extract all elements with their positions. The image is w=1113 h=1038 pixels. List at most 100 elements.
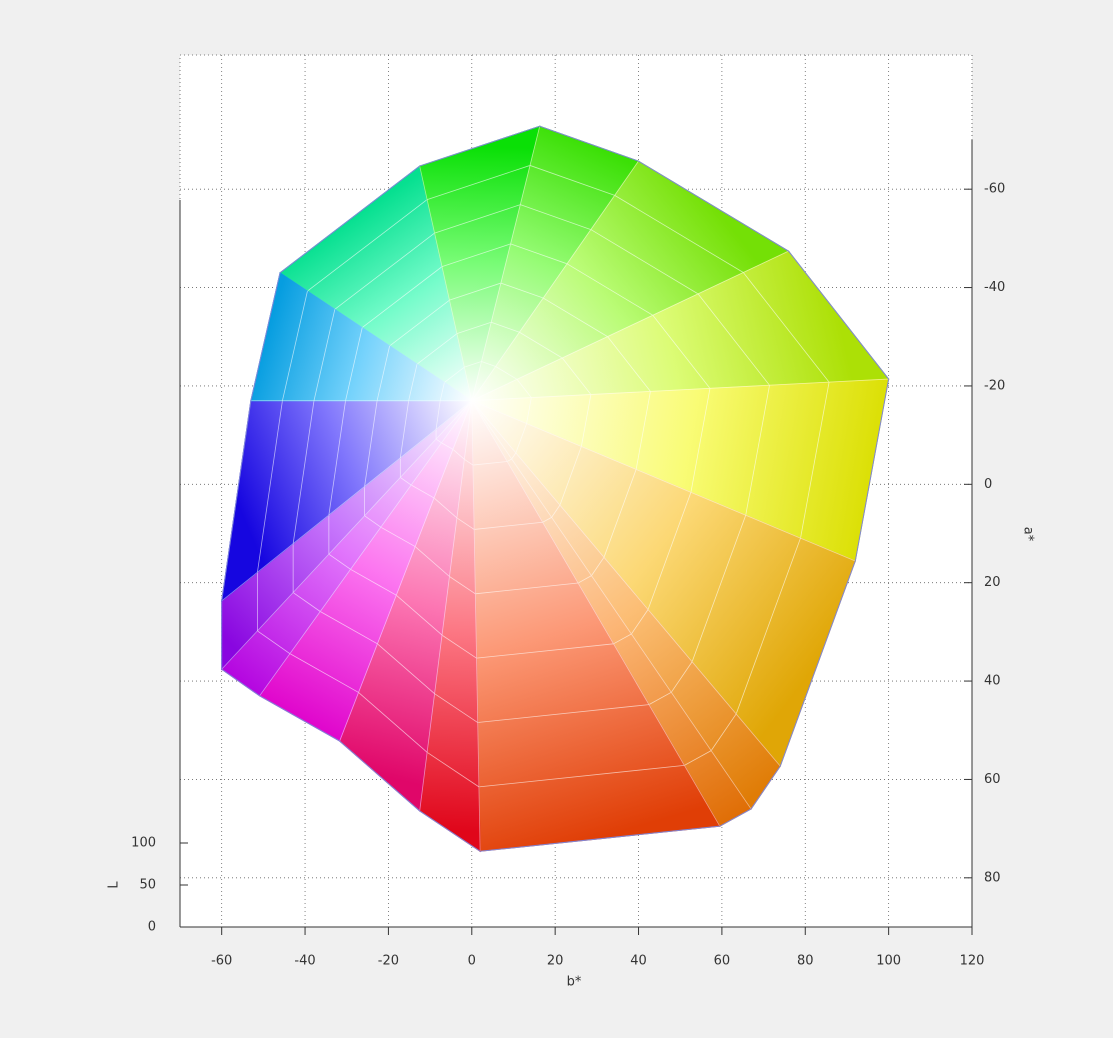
- y-axis-label: a*: [1021, 527, 1036, 542]
- y-tick-label: -20: [984, 378, 1005, 393]
- mesh-line: [603, 469, 637, 558]
- mesh-line: [307, 199, 428, 292]
- mesh-line: [364, 515, 382, 528]
- mesh-line: [313, 309, 336, 401]
- z-tick-label: 50: [139, 878, 156, 893]
- mesh-line: [464, 361, 482, 368]
- mesh-line: [635, 391, 651, 470]
- mesh-line: [477, 704, 649, 723]
- mesh-line: [427, 165, 531, 200]
- mesh-line: [456, 517, 475, 530]
- mesh-line: [328, 400, 346, 516]
- mesh-line: [292, 592, 321, 612]
- mesh-line: [745, 385, 770, 516]
- mesh-line: [684, 750, 712, 766]
- mesh-line: [510, 243, 568, 265]
- mesh-line: [743, 272, 830, 383]
- mesh-line: [449, 282, 502, 301]
- z-axis-label: L: [107, 881, 122, 889]
- mesh-line: [320, 611, 378, 645]
- mesh-line: [690, 388, 711, 493]
- mesh-line: [542, 516, 552, 523]
- z-tick-label: 0: [148, 920, 156, 935]
- mesh-line: [419, 400, 473, 811]
- mesh-line: [500, 282, 544, 299]
- mesh-line: [414, 546, 450, 577]
- mesh-line: [471, 400, 752, 810]
- mesh-line: [435, 400, 441, 430]
- mesh-line: [691, 515, 747, 662]
- y-tick-label: -40: [984, 280, 1005, 295]
- mesh-line: [543, 297, 608, 337]
- mesh-line: [614, 195, 744, 273]
- x-tick-label: -60: [211, 954, 232, 969]
- mesh-line: [519, 331, 563, 359]
- mesh-line: [475, 582, 579, 595]
- mesh-line: [449, 576, 476, 595]
- mesh-line: [607, 336, 651, 392]
- mesh-line: [396, 594, 443, 636]
- mesh-line: [471, 400, 781, 767]
- x-tick-label: 60: [714, 954, 731, 969]
- mesh-line: [648, 691, 672, 705]
- mesh-line: [433, 497, 458, 519]
- mesh-line: [364, 400, 378, 487]
- mesh-line: [441, 243, 511, 268]
- mesh-line: [495, 366, 518, 380]
- mesh-line: [380, 526, 416, 547]
- mesh-line: [471, 400, 481, 852]
- mesh-line: [471, 126, 541, 401]
- mesh-line: [481, 361, 496, 367]
- mesh-line: [439, 382, 445, 401]
- gamut-surface: [220, 125, 890, 853]
- y-tick-label: 0: [984, 477, 992, 492]
- mesh-line: [389, 299, 450, 347]
- mesh-line: [566, 263, 654, 316]
- mesh-line: [559, 446, 582, 506]
- mesh-line: [491, 321, 520, 333]
- z-tick-label: 100: [131, 836, 156, 851]
- mesh-line: [358, 692, 428, 753]
- mesh-line: [551, 504, 561, 518]
- mesh-line: [735, 538, 801, 715]
- x-tick-label: 80: [797, 954, 814, 969]
- mesh-line: [408, 364, 418, 401]
- mesh-line: [471, 250, 789, 402]
- mesh-line: [361, 266, 443, 328]
- mesh-line: [507, 458, 512, 462]
- mesh-line: [471, 160, 639, 401]
- y-tick-label: -60: [984, 182, 1005, 197]
- mesh-line: [478, 764, 685, 788]
- mesh-line: [434, 204, 521, 234]
- mesh-line: [376, 345, 391, 401]
- mesh-line: [282, 290, 308, 401]
- mesh-line: [441, 634, 477, 659]
- mesh-line: [520, 204, 592, 230]
- mesh-line: [400, 477, 412, 486]
- mesh-line: [426, 751, 480, 788]
- mesh-line: [591, 557, 605, 576]
- mesh-line: [257, 630, 291, 654]
- mesh-line: [221, 400, 473, 602]
- mesh-line: [444, 366, 465, 383]
- mesh-line: [416, 333, 458, 365]
- mesh-line: [334, 232, 435, 310]
- mesh-line: [419, 165, 473, 401]
- mesh-line: [289, 653, 359, 693]
- mesh-line: [259, 400, 473, 697]
- x-tick-label: 40: [630, 954, 647, 969]
- mesh-line: [631, 609, 649, 635]
- mesh-line: [526, 397, 532, 424]
- x-tick-label: -40: [294, 954, 315, 969]
- mesh-line: [516, 379, 532, 398]
- mesh-line: [435, 438, 442, 444]
- mesh-line: [377, 643, 435, 695]
- mesh-line: [577, 575, 592, 584]
- mesh-line: [472, 461, 508, 466]
- mesh-line: [464, 458, 474, 466]
- x-tick-label: 0: [468, 954, 476, 969]
- mesh-line: [456, 321, 492, 335]
- mesh-line: [561, 357, 592, 395]
- mesh-line: [474, 521, 543, 530]
- mesh-line: [292, 400, 315, 544]
